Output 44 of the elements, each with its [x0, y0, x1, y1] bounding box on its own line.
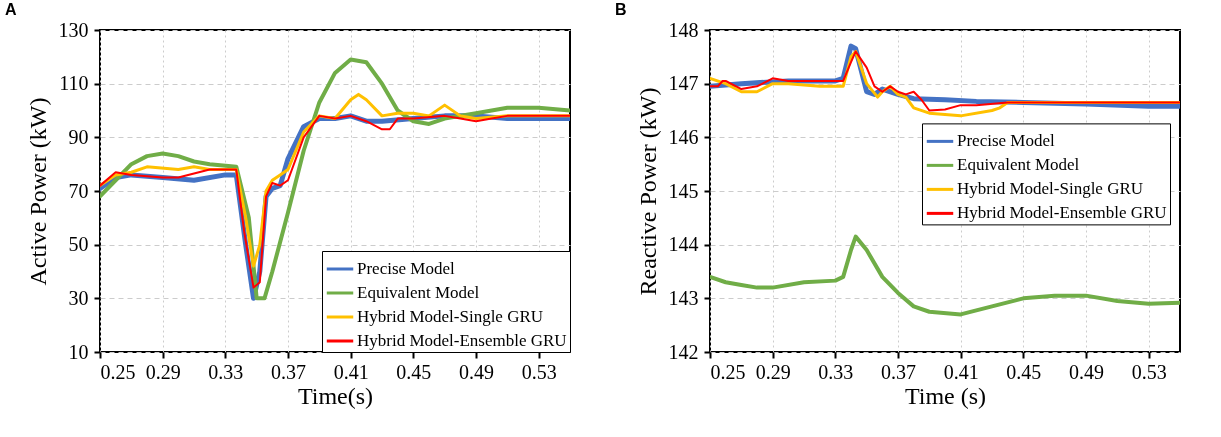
- y-tick-label: 142: [668, 340, 699, 363]
- y-tick-label: 90: [68, 125, 89, 148]
- y-tick-label: 148: [668, 18, 699, 41]
- legend-label: Hybrid Model-Single GRU: [357, 307, 544, 326]
- legend-label: Precise Model: [357, 259, 455, 278]
- y-tick-label: 10: [68, 340, 89, 363]
- y-tick-label: 145: [668, 179, 699, 202]
- y-tick-label: 143: [668, 286, 699, 309]
- x-tick-label: 0.29: [755, 360, 791, 383]
- x-axis-title: Time(s): [297, 382, 374, 409]
- y-axis-title: Active Power (kW): [24, 97, 51, 286]
- legend-label: Hybrid Model-Ensemble GRU: [357, 331, 567, 350]
- x-tick-label: 0.41: [333, 360, 369, 383]
- legend-label: Equivalent Model: [957, 155, 1080, 175]
- x-tick-label: 0.49: [459, 360, 494, 383]
- y-tick-label: 130: [58, 18, 89, 41]
- x-tick-label: 0.53: [1131, 360, 1167, 383]
- y-tick-label: 110: [59, 72, 89, 95]
- legend-label: Hybrid Model-Ensemble GRU: [957, 203, 1167, 223]
- x-tick-label: 0.29: [145, 360, 181, 383]
- y-tick-label: 144: [668, 233, 699, 256]
- x-tick-label: 0.45: [1006, 360, 1042, 383]
- x-tick-label: 0.25: [710, 360, 746, 383]
- y-axis-title: Reactive Power (kW): [634, 87, 661, 296]
- legend-label: Precise Model: [957, 131, 1055, 151]
- y-tick-label: 146: [668, 125, 699, 148]
- x-tick-label: 0.33: [818, 360, 854, 383]
- y-tick-label: 70: [68, 179, 89, 202]
- x-tick-label: 0.53: [521, 360, 557, 383]
- chart-title: B: [615, 1, 627, 18]
- x-tick-label: 0.33: [208, 360, 244, 383]
- x-tick-label: 0.45: [396, 360, 432, 383]
- chart-title: A: [5, 1, 17, 18]
- x-tick-label: 0.49: [1069, 360, 1104, 383]
- y-tick-label: 30: [68, 286, 89, 309]
- x-tick-label: 0.41: [943, 360, 979, 383]
- y-tick-label: 147: [668, 72, 699, 95]
- y-tick-label: 50: [68, 233, 89, 256]
- x-tick-label: 0.25: [100, 360, 136, 383]
- legend-label: Equivalent Model: [357, 283, 480, 302]
- x-axis-title: Time (s): [904, 382, 987, 409]
- x-tick-label: 0.37: [881, 360, 916, 383]
- legend-label: Hybrid Model-Single GRU: [957, 179, 1144, 199]
- x-tick-label: 0.37: [271, 360, 306, 383]
